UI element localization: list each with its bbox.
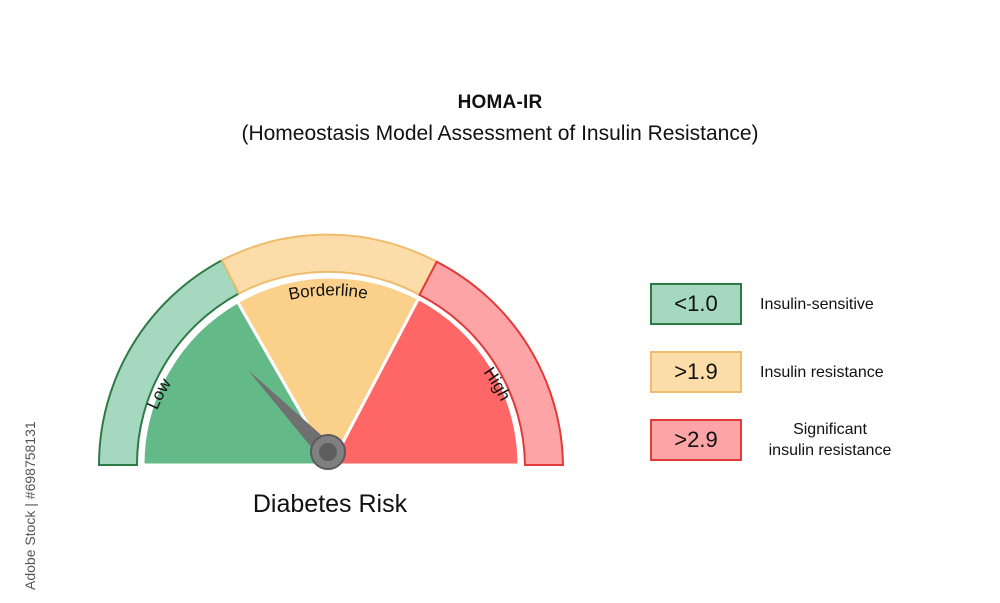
gauge-label-borderline: Borderline: [287, 280, 369, 303]
gauge-outer-high: [418, 260, 565, 466]
chart-subtitle: (Homeostasis Model Assessment of Insulin…: [241, 122, 759, 145]
legend-value-high: >2.9: [650, 419, 742, 461]
legend-desc-low: Insulin-sensitive: [760, 296, 874, 313]
chart-title: HOMA-IR: [457, 92, 543, 113]
gauge-caption: Diabetes Risk: [252, 490, 408, 518]
legend-value-borderline: >1.9: [650, 351, 742, 393]
gauge-inner-low: [141, 299, 334, 467]
gauge-inner-high: [328, 296, 521, 467]
legend-desc-borderline: Insulin resistance: [760, 364, 884, 381]
gauge-needle-hub-center: [319, 443, 337, 461]
legend-desc-high: Significant insulin resistance: [745, 419, 915, 461]
gauge-needle: [248, 370, 335, 460]
stock-id-watermark: Adobe Stock | #698758131: [22, 421, 38, 590]
legend-desc-high-line1: Significant: [793, 421, 867, 438]
gauge-inner-borderline: [235, 275, 421, 469]
legend-desc-high-line2: insulin resistance: [768, 442, 892, 459]
legend-value-low: <1.0: [650, 283, 742, 325]
